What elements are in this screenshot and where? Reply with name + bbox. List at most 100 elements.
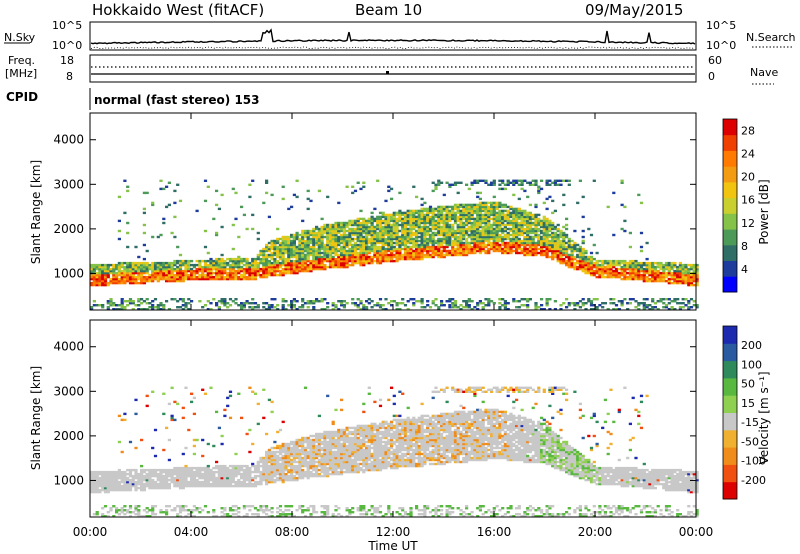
heatmap-cell (331, 302, 335, 305)
heatmap-cell (242, 304, 246, 307)
heatmap-cell (517, 197, 521, 201)
heatmap-cell (137, 281, 141, 285)
heatmap-cell (487, 247, 491, 251)
heatmap-cell (131, 281, 135, 285)
heatmap-cell (398, 247, 402, 251)
heatmap-cell (431, 253, 435, 257)
heatmap-cell (492, 235, 496, 239)
heatmap-cell (303, 233, 308, 237)
heatmap-cell (506, 251, 510, 255)
heatmap-cell (281, 251, 285, 255)
heatmap-cell (167, 482, 171, 486)
heatmap-cell (192, 273, 196, 277)
heatmap-cell (420, 243, 424, 247)
heatmap-cell (512, 229, 516, 233)
heatmap-cell (353, 219, 358, 223)
heatmap-cell (270, 304, 274, 307)
heatmap-cell (645, 271, 649, 275)
heatmap-cell (406, 253, 410, 257)
heatmap-cell (634, 277, 638, 281)
heatmap-cell (376, 217, 380, 221)
heatmap-cell (156, 269, 160, 273)
heatmap-cell (456, 245, 460, 249)
heatmap-cell (378, 215, 383, 219)
heatmap-cell (278, 265, 283, 269)
heatmap-cell (453, 207, 458, 211)
heatmap-cell (251, 227, 255, 231)
heatmap-cell (517, 183, 521, 186)
heatmap-cell (126, 480, 130, 484)
heatmap-cell (456, 211, 460, 215)
heatmap-cell (506, 308, 510, 311)
heatmap-cell (148, 265, 152, 269)
heatmap-cell (234, 273, 238, 277)
heatmap-cell (342, 231, 346, 235)
heatmap-cell (303, 302, 308, 305)
heatmap-cell (192, 412, 196, 416)
heatmap-cell (165, 505, 169, 508)
heatmap-cell (237, 277, 241, 281)
heatmap-cell (373, 219, 377, 223)
heatmap-cell (384, 247, 388, 251)
heatmap-cell (501, 179, 505, 182)
heatmap-cell (606, 275, 610, 279)
heatmap-cell (653, 275, 657, 279)
heatmap-cell (112, 308, 116, 311)
heatmap-cell (131, 511, 135, 514)
heatmap-cell (445, 231, 449, 235)
heatmap-cell (390, 245, 394, 249)
heatmap-cell (223, 277, 227, 281)
heatmap-cell (345, 263, 349, 267)
heatmap-cell (428, 247, 433, 251)
heatmap-cell (431, 209, 435, 213)
heatmap-cell (167, 279, 171, 283)
heatmap-cell (484, 205, 488, 209)
heatmap-cell (431, 241, 435, 245)
heatmap-cell (481, 225, 485, 229)
heatmap-cell (542, 201, 546, 205)
heatmap-cell (359, 253, 363, 257)
heatmap-cell (390, 241, 394, 245)
heatmap-cell (537, 221, 541, 225)
heatmap-cell (290, 269, 294, 273)
heatmap-cell (445, 223, 449, 227)
heatmap-cell (656, 271, 660, 275)
heatmap-cell (103, 480, 108, 484)
heatmap-cell (331, 235, 335, 239)
heatmap-cell (395, 247, 399, 251)
heatmap-cell (195, 263, 199, 267)
heatmap-cell (392, 231, 396, 235)
heatmap-cell (195, 209, 199, 213)
heatmap-cell (128, 302, 133, 305)
heatmap-cell (270, 239, 274, 243)
heatmap-cell (206, 300, 210, 303)
heatmap-cell (340, 255, 344, 259)
heatmap-cell (545, 235, 549, 239)
heatmap-cell (123, 482, 127, 486)
heatmap-cell (562, 233, 566, 237)
heatmap-cell (387, 185, 391, 188)
heatmap-cell (301, 267, 305, 271)
heatmap-cell (498, 308, 502, 311)
heatmap-cell (520, 227, 524, 231)
heatmap-cell (470, 209, 474, 213)
heatmap-cell (106, 472, 110, 476)
heatmap-cell (695, 281, 699, 285)
heatmap-cell (217, 273, 221, 277)
heatmap-cell (181, 484, 185, 488)
heatmap-cell (601, 273, 605, 277)
heatmap-cell (106, 511, 110, 514)
heatmap-cell (556, 229, 560, 233)
heatmap-cell (517, 215, 521, 219)
heatmap-cell (103, 275, 108, 279)
heatmap-cell (312, 253, 316, 257)
heatmap-cell (317, 249, 321, 253)
heatmap-cell (428, 217, 433, 221)
heatmap-cell (473, 179, 477, 182)
heatmap-cell (667, 308, 671, 311)
heatmap-cell (476, 302, 480, 305)
heatmap-cell (520, 298, 524, 301)
heatmap-cell (159, 476, 163, 480)
heatmap-cell (251, 179, 255, 182)
heatmap-cell (351, 243, 355, 247)
